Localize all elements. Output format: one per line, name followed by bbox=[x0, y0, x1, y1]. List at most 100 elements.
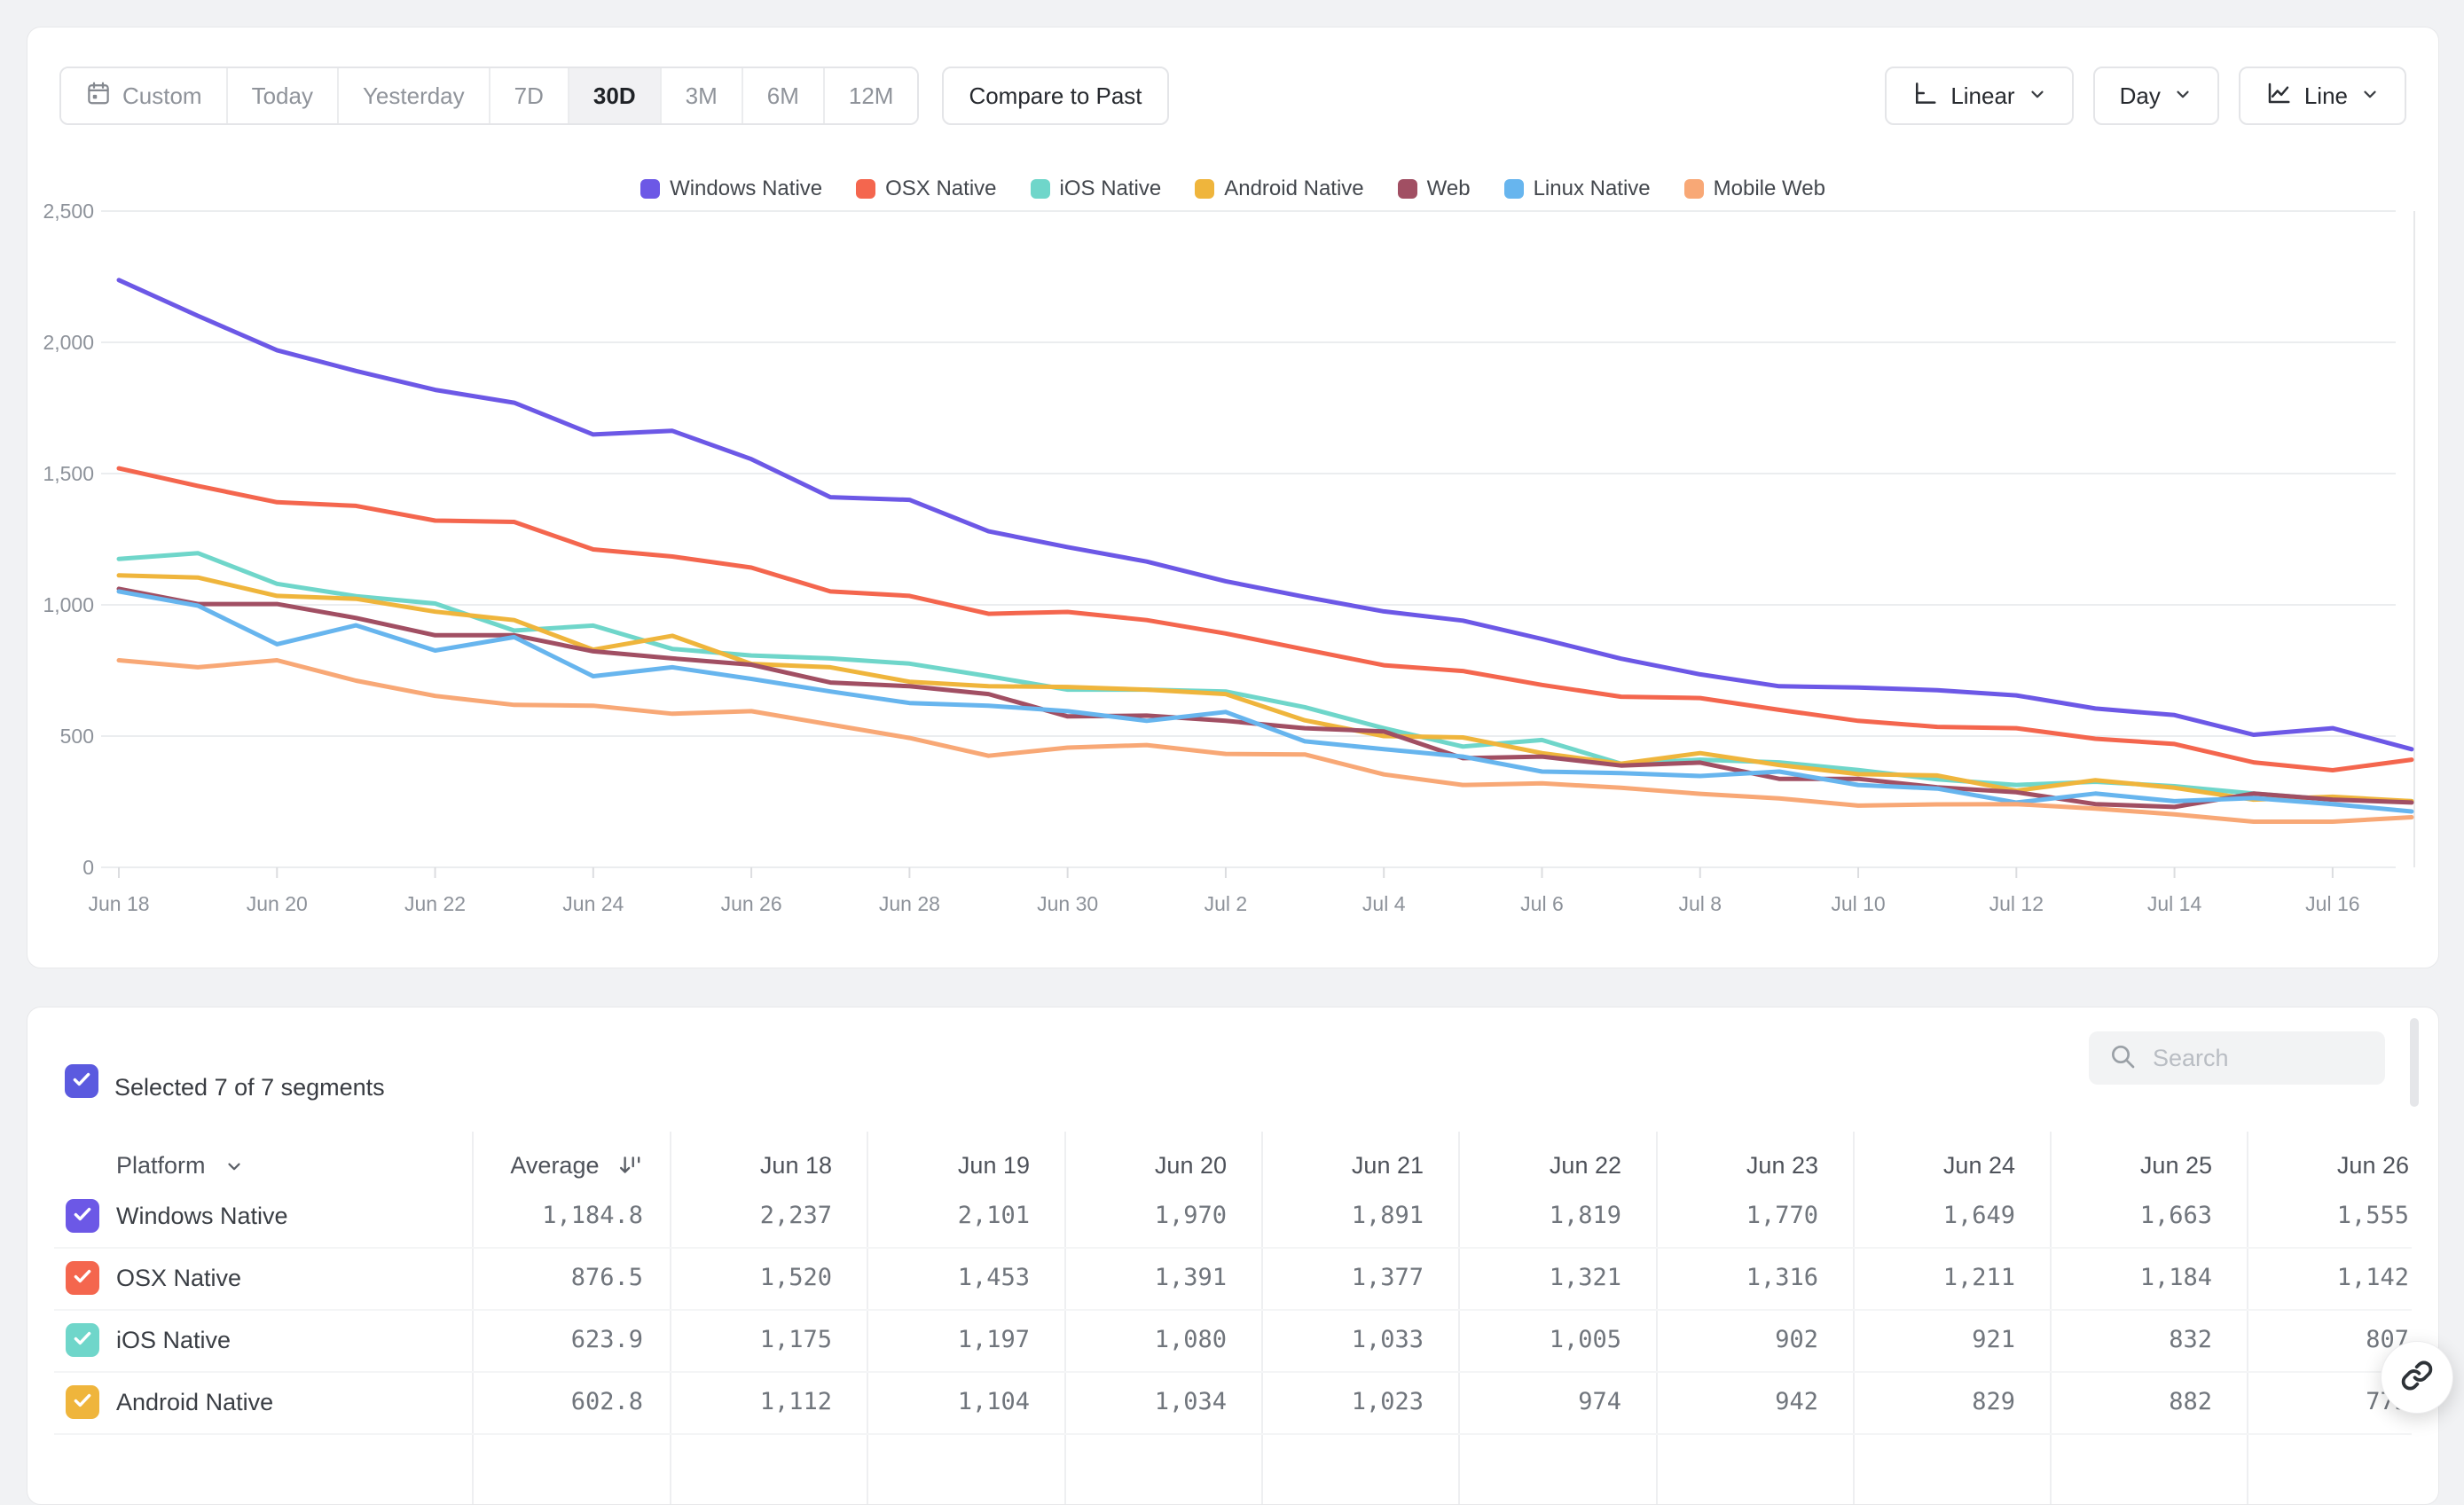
value-android-native-jun-24: 829 bbox=[1972, 1388, 2015, 1415]
row-checkbox-osx-native[interactable] bbox=[66, 1261, 99, 1295]
chart-type-dropdown-label: Line bbox=[2303, 82, 2348, 109]
range-label: Today bbox=[251, 82, 313, 109]
range-button-6m[interactable]: 6M bbox=[741, 68, 823, 123]
series-line-android-native[interactable] bbox=[116, 573, 2414, 803]
legend-label: Web bbox=[1426, 176, 1471, 200]
value-android-native-jun-20: 1,034 bbox=[1154, 1388, 1227, 1415]
value-osx-native-jun-25: 1,184 bbox=[2139, 1264, 2212, 1291]
value-windows-native-jun-20: 1,970 bbox=[1154, 1202, 1227, 1229]
scale-dropdown[interactable]: Linear bbox=[1885, 67, 2074, 125]
legend-item-android-native[interactable]: Android Native bbox=[1195, 176, 1364, 201]
value-ios-native-jun-23: 902 bbox=[1775, 1326, 1818, 1353]
legend-item-windows-native[interactable]: Windows Native bbox=[640, 176, 822, 201]
row-separator bbox=[54, 1309, 2412, 1311]
chart-type-dropdown[interactable]: Line bbox=[2238, 67, 2406, 125]
series-line-osx-native[interactable] bbox=[116, 466, 2414, 772]
range-button-30d[interactable]: 30D bbox=[567, 68, 660, 123]
share-link-button[interactable] bbox=[2381, 1341, 2453, 1414]
x-axis-label: Jul 4 bbox=[1362, 892, 1406, 915]
legend-item-web[interactable]: Web bbox=[1397, 176, 1471, 201]
link-icon bbox=[2400, 1359, 2434, 1397]
chart-legend: Windows Native OSX Native iOS Native Androi… bbox=[27, 176, 2438, 201]
legend-swatch bbox=[856, 179, 876, 199]
scale-dropdown-label: Linear bbox=[1950, 82, 2015, 109]
row-checkbox-android-native[interactable] bbox=[66, 1385, 99, 1419]
value-android-native-jun-23: 942 bbox=[1775, 1388, 1818, 1415]
column-separator bbox=[1458, 1132, 1460, 1504]
range-button-custom[interactable]: Custom bbox=[61, 68, 226, 123]
legend-label: OSX Native bbox=[885, 176, 997, 200]
average-column-header[interactable]: Average bbox=[510, 1141, 643, 1190]
legend-label: Windows Native bbox=[670, 176, 823, 200]
platform-row-label-osx-native[interactable]: OSX Native bbox=[116, 1265, 242, 1291]
average-value-android-native: 602.8 bbox=[570, 1388, 643, 1415]
range-button-3m[interactable]: 3M bbox=[659, 68, 742, 123]
selected-summary: Selected 7 of 7 segments bbox=[114, 1074, 385, 1101]
date-column-header-jun-24[interactable]: Jun 24 bbox=[1942, 1152, 2015, 1179]
x-axis-label: Jun 24 bbox=[562, 892, 624, 915]
search-icon bbox=[2108, 1042, 2137, 1075]
value-ios-native-jun-18: 1,175 bbox=[759, 1326, 832, 1353]
analytics-dashboard: { "toolbar": { "ranges": ["Custom", "Tod… bbox=[27, 27, 2453, 1505]
check-icon bbox=[71, 1265, 94, 1292]
y-axis-label: 2,000 bbox=[43, 331, 94, 354]
legend-swatch bbox=[1030, 179, 1050, 199]
platform-row-label-windows-native[interactable]: Windows Native bbox=[116, 1203, 288, 1229]
value-osx-native-jun-19: 1,453 bbox=[957, 1264, 1030, 1291]
date-column-header-jun-21[interactable]: Jun 21 bbox=[1351, 1152, 1424, 1179]
value-osx-native-jun-23: 1,316 bbox=[1746, 1264, 1818, 1291]
platform-column-header[interactable]: Platform bbox=[116, 1141, 244, 1190]
y-axis-label: 500 bbox=[60, 725, 94, 748]
range-label: 3M bbox=[685, 82, 718, 109]
x-axis-label: Jul 12 bbox=[1989, 892, 2044, 915]
compare-to-past-button[interactable]: Compare to Past bbox=[942, 67, 1169, 125]
legend-item-osx-native[interactable]: OSX Native bbox=[856, 176, 997, 201]
date-column-header-jun-20[interactable]: Jun 20 bbox=[1154, 1152, 1227, 1179]
value-osx-native-jun-20: 1,391 bbox=[1154, 1264, 1227, 1291]
select-all-checkbox[interactable] bbox=[65, 1064, 98, 1098]
column-separator bbox=[1853, 1132, 1855, 1504]
y-axis-label: 1,500 bbox=[43, 462, 94, 485]
range-button-7d[interactable]: 7D bbox=[488, 68, 568, 123]
value-ios-native-jun-24: 921 bbox=[1972, 1326, 2015, 1353]
interval-dropdown[interactable]: Day bbox=[2092, 67, 2219, 125]
date-column-header-jun-19[interactable]: Jun 19 bbox=[957, 1152, 1030, 1179]
platform-row-label-ios-native[interactable]: iOS Native bbox=[116, 1327, 231, 1353]
date-column-header-jun-22[interactable]: Jun 22 bbox=[1549, 1152, 1621, 1179]
calendar-icon bbox=[85, 80, 112, 113]
search-input[interactable] bbox=[2151, 1043, 2350, 1073]
row-checkbox-ios-native[interactable] bbox=[66, 1323, 99, 1357]
series-line-mobile-web[interactable] bbox=[116, 658, 2414, 824]
legend-label: iOS Native bbox=[1059, 176, 1162, 200]
row-separator bbox=[54, 1247, 2412, 1249]
chevron-down-icon bbox=[2360, 82, 2380, 110]
series-line-ios-native[interactable] bbox=[116, 551, 2414, 803]
column-separator bbox=[2050, 1132, 2052, 1504]
legend-item-mobile-web[interactable]: Mobile Web bbox=[1683, 176, 1825, 201]
series-line-windows-native[interactable] bbox=[116, 278, 2414, 752]
y-axis-label: 2,500 bbox=[43, 200, 94, 223]
x-axis-label: Jul 2 bbox=[1205, 892, 1248, 915]
series-line-linux-native[interactable] bbox=[116, 589, 2414, 814]
legend-item-linux-native[interactable]: Linux Native bbox=[1503, 176, 1651, 201]
range-button-12m[interactable]: 12M bbox=[822, 68, 918, 123]
date-column-header-jun-23[interactable]: Jun 23 bbox=[1746, 1152, 1818, 1179]
date-column-header-jun-26[interactable]: Jun 26 bbox=[2336, 1152, 2409, 1179]
date-column-header-jun-18[interactable]: Jun 18 bbox=[759, 1152, 832, 1179]
x-axis-label: Jun 26 bbox=[721, 892, 782, 915]
range-button-today[interactable]: Today bbox=[225, 68, 337, 123]
row-separator bbox=[54, 1433, 2412, 1435]
scrollbar-thumb[interactable] bbox=[2410, 1018, 2419, 1107]
legend-label: Mobile Web bbox=[1713, 176, 1825, 200]
value-osx-native-jun-22: 1,321 bbox=[1549, 1264, 1621, 1291]
row-checkbox-windows-native[interactable] bbox=[66, 1199, 99, 1233]
legend-item-ios-native[interactable]: iOS Native bbox=[1030, 176, 1162, 201]
search-box[interactable] bbox=[2089, 1031, 2385, 1085]
date-column-header-jun-25[interactable]: Jun 25 bbox=[2139, 1152, 2212, 1179]
value-ios-native-jun-22: 1,005 bbox=[1549, 1326, 1621, 1353]
platform-row-label-android-native[interactable]: Android Native bbox=[116, 1389, 274, 1415]
range-button-yesterday[interactable]: Yesterday bbox=[336, 68, 489, 123]
value-windows-native-jun-24: 1,649 bbox=[1942, 1202, 2015, 1229]
x-axis-label: Jun 20 bbox=[247, 892, 308, 915]
chevron-down-icon bbox=[2173, 82, 2193, 110]
